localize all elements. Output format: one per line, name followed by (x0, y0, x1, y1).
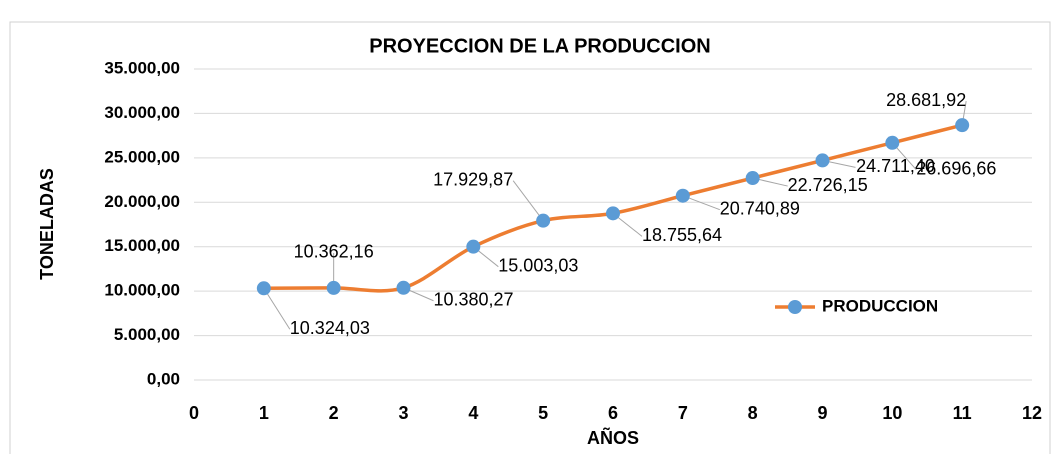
data-label: 10.362,16 (294, 242, 374, 262)
x-tick-label: 1 (259, 403, 269, 423)
y-tick-label: 5.000,00 (114, 325, 180, 344)
marker (675, 188, 690, 203)
marker (606, 206, 620, 221)
x-tick-label: 0 (189, 403, 199, 423)
x-tick-label: 4 (468, 403, 478, 423)
x-tick-label: 8 (748, 403, 758, 423)
marker (396, 280, 411, 295)
x-tick-label: 12 (1022, 403, 1042, 423)
data-label: 15.003,03 (498, 255, 578, 275)
marker (256, 281, 271, 296)
y-tick-label: 30.000,00 (104, 103, 180, 122)
marker (466, 239, 481, 254)
data-label: 24.711,40 (856, 156, 935, 176)
data-label: 20.740,89 (720, 198, 800, 218)
x-tick-label: 9 (817, 403, 827, 423)
y-tick-label: 10.000,00 (104, 281, 180, 300)
x-tick-label: 7 (678, 403, 688, 423)
chart-border (9, 21, 1051, 454)
x-tick-label: 3 (398, 403, 408, 423)
y-tick-label: 15.000,00 (104, 236, 180, 255)
legend-marker (788, 300, 802, 314)
y-tick-label: 0,00 (147, 369, 180, 388)
x-tick-label: 6 (608, 403, 618, 423)
leader-line (263, 287, 291, 330)
x-axis-label: AÑOS (587, 427, 639, 448)
x-tick-label: 5 (538, 403, 548, 423)
y-tick-label: 35.000,00 (104, 58, 180, 77)
chart-title: PROYECCION DE LA PRODUCCION (369, 35, 711, 57)
y-tick-label: 25.000,00 (104, 147, 180, 166)
data-label: 28.681,92 (886, 90, 966, 110)
data-label: 17.929,87 (433, 169, 513, 189)
marker (815, 153, 830, 168)
marker (885, 135, 900, 150)
data-label: 10.324,03 (290, 318, 370, 338)
marker (955, 118, 970, 133)
x-tick-label: 10 (882, 403, 902, 423)
data-label: 26.696,66 (916, 159, 996, 179)
leader-line (512, 180, 544, 221)
marker (745, 171, 760, 186)
legend-label: PRODUCCION (822, 296, 938, 315)
data-label: 10.380,27 (433, 290, 513, 310)
x-tick-label: 11 (953, 403, 972, 423)
x-tick-label: 2 (329, 403, 339, 423)
data-label: 18.755,64 (642, 225, 722, 245)
y-tick-label: 20.000,00 (104, 192, 180, 211)
marker (326, 280, 341, 295)
y-axis-label: TONELADAS (37, 168, 57, 280)
data-label: 22.726,15 (788, 175, 868, 195)
marker (536, 213, 551, 228)
